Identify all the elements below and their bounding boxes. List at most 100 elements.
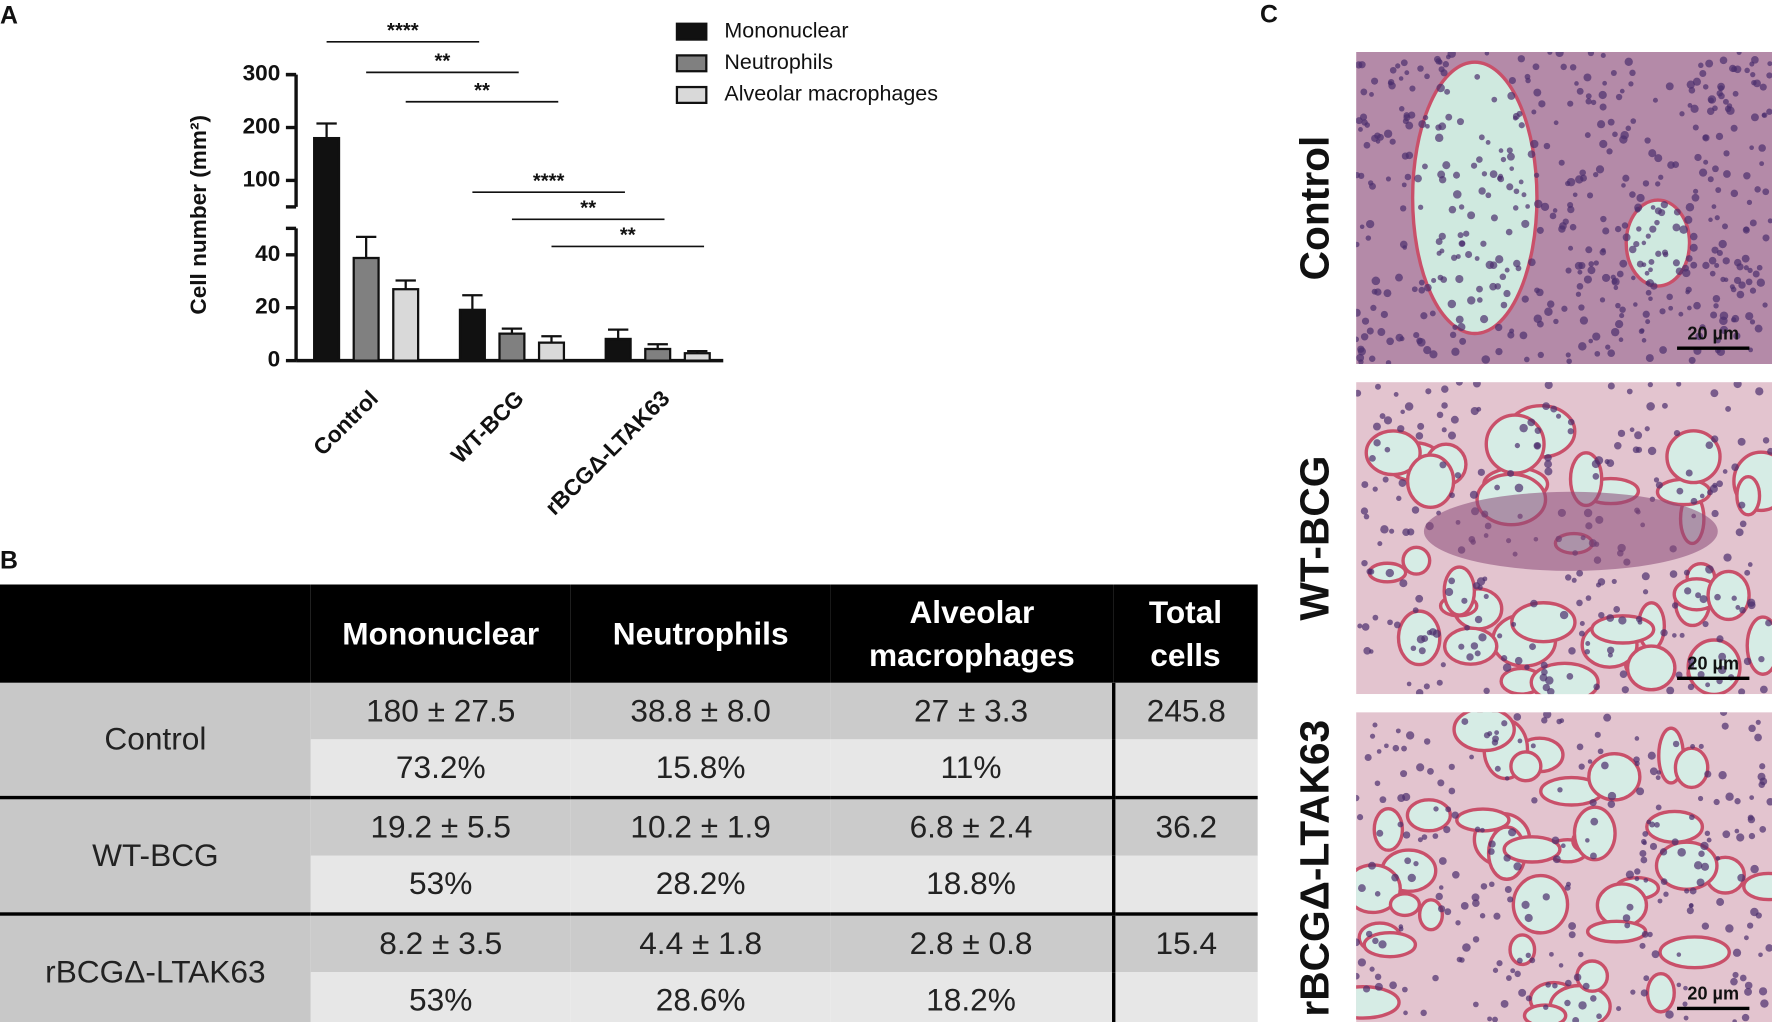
- nucleus: [1718, 239, 1727, 249]
- nucleus: [1534, 442, 1541, 449]
- nucleus: [1635, 446, 1643, 453]
- nucleus: [1527, 418, 1536, 427]
- nucleus: [1479, 913, 1486, 919]
- nucleus: [1692, 77, 1701, 86]
- legend-swatch: [675, 22, 708, 41]
- nucleus: [1474, 650, 1481, 657]
- nucleus: [1389, 528, 1395, 534]
- nucleus: [1360, 507, 1369, 515]
- nucleus: [1530, 743, 1536, 749]
- nucleus: [1363, 141, 1371, 149]
- nucleus: [1590, 852, 1597, 860]
- nucleus: [1368, 355, 1376, 363]
- nucleus: [1464, 624, 1470, 631]
- legend-swatch: [675, 54, 708, 73]
- nucleus: [1673, 429, 1681, 437]
- nucleus: [1741, 1013, 1750, 1022]
- nucleus: [1683, 569, 1690, 576]
- nucleus: [1705, 441, 1714, 449]
- nucleus: [1359, 224, 1365, 229]
- nucleus: [1649, 767, 1658, 776]
- nucleus: [1502, 663, 1512, 672]
- nucleus: [1748, 724, 1756, 733]
- nucleus: [1649, 225, 1657, 233]
- nucleus: [1564, 999, 1571, 1007]
- nucleus: [1546, 300, 1555, 308]
- nucleus: [1610, 274, 1616, 280]
- nucleus: [1389, 66, 1397, 74]
- nucleus: [1448, 577, 1456, 585]
- nucleus: [1452, 324, 1458, 330]
- lumen: [1745, 615, 1772, 676]
- nucleus: [1377, 328, 1386, 337]
- nucleus: [1638, 328, 1645, 334]
- nucleus: [1534, 199, 1543, 209]
- nucleus: [1655, 775, 1661, 781]
- nucleus: [1560, 63, 1567, 71]
- nucleus: [1506, 152, 1515, 161]
- nucleus: [1566, 672, 1574, 680]
- nucleus: [1567, 428, 1574, 435]
- nucleus: [1754, 186, 1761, 193]
- nucleus: [1411, 286, 1418, 293]
- nucleus: [1376, 829, 1384, 837]
- nucleus: [1690, 104, 1699, 113]
- nucleus: [1484, 52, 1490, 56]
- nucleus: [1404, 70, 1410, 76]
- nucleus: [1622, 914, 1631, 922]
- nucleus: [1496, 960, 1503, 967]
- nucleus: [1689, 243, 1698, 252]
- nucleus: [1660, 878, 1668, 885]
- nucleus: [1676, 952, 1682, 957]
- lumen: [1735, 474, 1762, 517]
- nucleus: [1640, 989, 1648, 997]
- nucleus: [1687, 305, 1692, 311]
- value-row: Control 180 ± 27.5 38.8 ± 8.0 27 ± 3.3 245.8: [0, 682, 1258, 798]
- nucleus: [1715, 132, 1724, 141]
- image-label: Control: [1291, 136, 1337, 281]
- nucleus: [1544, 460, 1553, 469]
- nucleus: [1648, 296, 1653, 302]
- nucleus: [1536, 320, 1544, 328]
- nucleus: [1733, 65, 1742, 74]
- nucleus: [1715, 856, 1721, 861]
- lumen: [1388, 892, 1422, 918]
- nucleus: [1480, 827, 1485, 833]
- nucleus: [1750, 864, 1759, 874]
- nucleus: [1607, 382, 1615, 390]
- nucleus: [1441, 427, 1447, 433]
- nucleus: [1714, 215, 1720, 221]
- nucleus: [1699, 595, 1708, 604]
- nucleus: [1454, 472, 1462, 479]
- nucleus: [1579, 316, 1589, 325]
- nucleus: [1716, 635, 1724, 643]
- nucleus: [1400, 205, 1407, 212]
- nucleus: [1759, 685, 1768, 694]
- lumen: [1529, 661, 1600, 695]
- nucleus: [1767, 447, 1772, 455]
- nucleus: [1372, 422, 1381, 431]
- nucleus: [1356, 171, 1361, 179]
- header-cell: Neutrophils: [570, 584, 831, 683]
- nucleus: [1689, 814, 1695, 821]
- nucleus: [1562, 218, 1569, 225]
- bar: [352, 256, 380, 362]
- nucleus: [1750, 113, 1759, 122]
- nucleus: [1438, 857, 1447, 865]
- nucleus: [1743, 935, 1749, 941]
- nucleus: [1399, 240, 1408, 249]
- y-tick-label: 20: [255, 294, 280, 319]
- nucleus: [1607, 652, 1613, 658]
- nucleus: [1458, 204, 1465, 210]
- nucleus: [1374, 982, 1383, 991]
- significance-label: **: [580, 198, 596, 220]
- nucleus: [1380, 310, 1388, 319]
- nucleus: [1356, 389, 1362, 397]
- nucleus: [1459, 240, 1466, 247]
- nucleus: [1719, 712, 1728, 716]
- nucleus: [1765, 619, 1772, 627]
- nucleus: [1377, 541, 1383, 547]
- nucleus: [1448, 787, 1456, 795]
- nucleus: [1461, 718, 1469, 725]
- nucleus: [1493, 912, 1501, 920]
